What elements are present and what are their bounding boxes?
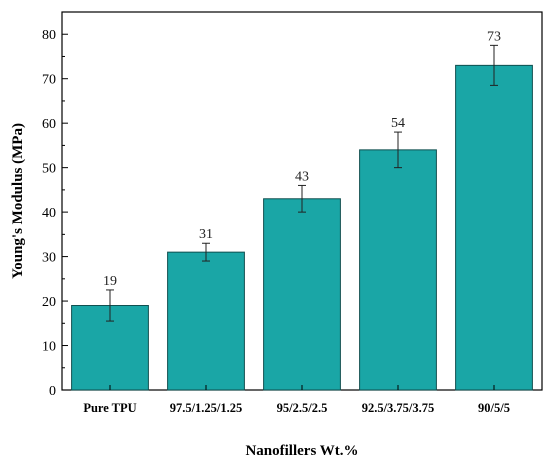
y-tick-label: 30 <box>42 251 56 266</box>
y-tick-label: 20 <box>42 295 56 310</box>
x-axis-tick-labels: Pure TPU 97.5/1.25/1.25 95/2.5/2.5 92.5/3.7… <box>83 385 510 415</box>
y-tick-label: 80 <box>42 28 56 43</box>
data-label: 73 <box>487 29 501 44</box>
data-label: 54 <box>391 116 405 131</box>
bar <box>167 251 245 391</box>
x-axis-title: Nanofillers Wt.% <box>245 443 358 459</box>
y-axis-ticks: 0 10 20 30 40 50 60 70 80 <box>42 28 68 399</box>
x-tick-label: Pure TPU <box>83 401 136 415</box>
y-tick-label: 50 <box>42 162 56 177</box>
bar <box>263 198 341 391</box>
x-tick-label: 97.5/1.25/1.25 <box>170 401 243 415</box>
y-tick-label: 60 <box>42 117 56 132</box>
bar <box>455 64 533 391</box>
bars: 19 31 43 54 73 <box>71 29 533 391</box>
data-label: 19 <box>103 274 117 289</box>
x-tick-label: 90/5/5 <box>478 401 510 415</box>
y-tick-label: 40 <box>42 206 56 221</box>
data-label: 31 <box>199 227 213 242</box>
x-tick-label: 95/2.5/2.5 <box>277 401 328 415</box>
x-tick-label: 92.5/3.75/3.75 <box>362 401 435 415</box>
y-tick-label: 0 <box>49 384 56 399</box>
bar <box>359 149 437 391</box>
data-label: 43 <box>295 169 309 184</box>
y-tick-label: 10 <box>42 340 56 355</box>
y-tick-label: 70 <box>42 73 56 88</box>
y-axis-title: Young's Modulus (MPa) <box>10 123 26 279</box>
